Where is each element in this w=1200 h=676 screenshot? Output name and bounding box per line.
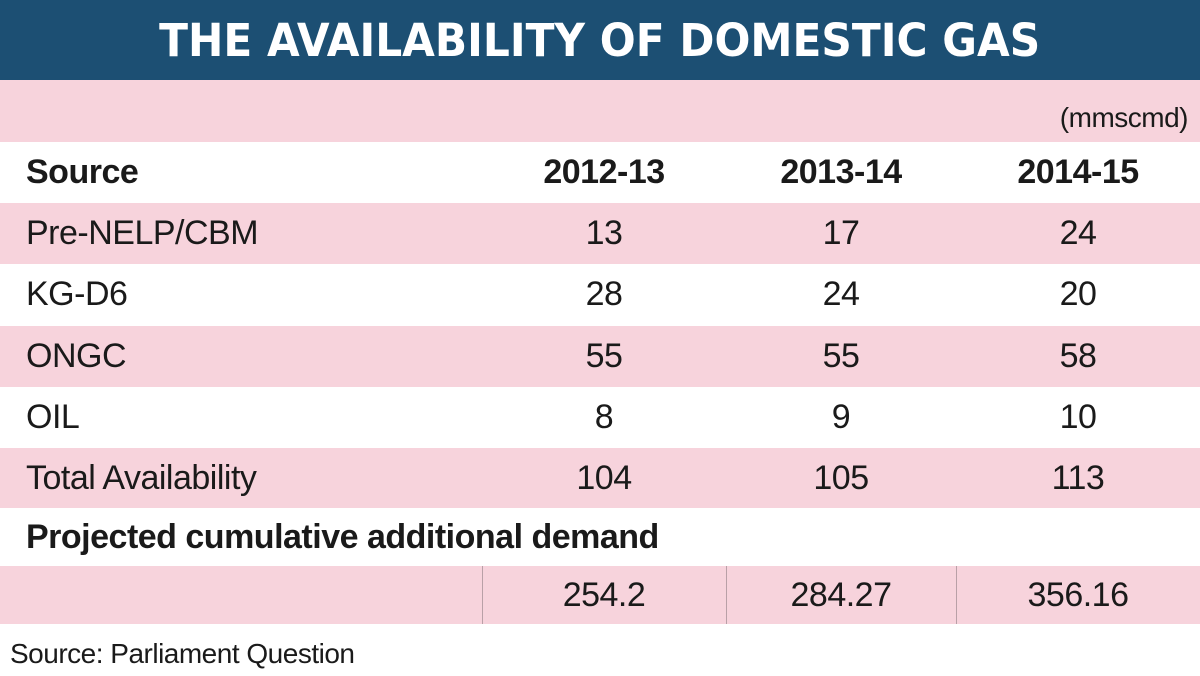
- table-cell: 28: [585, 275, 623, 314]
- row-label: ONGC: [26, 336, 127, 375]
- column-divider: [726, 566, 727, 624]
- projected-value-2012-13: 254.2: [562, 575, 646, 614]
- table-cell: 105: [813, 459, 869, 498]
- table-cell: 55: [822, 336, 860, 375]
- table-cell: 9: [831, 397, 851, 436]
- table-row: KG-D6 28 24 20: [0, 264, 1200, 326]
- table-cell: 113: [1051, 459, 1105, 498]
- projected-label: Projected cumulative additional demand: [26, 517, 659, 556]
- row-label: OIL: [26, 397, 80, 436]
- unit-label: (mmscmd): [1059, 102, 1189, 133]
- column-header: 2014-15: [1017, 153, 1139, 192]
- projected-value-2014-15: 356.16: [1027, 575, 1130, 614]
- projected-value-2013-14: 284.27: [790, 575, 893, 614]
- table-row: OIL 8 9 10: [0, 386, 1200, 448]
- column-header: Source: [26, 153, 139, 192]
- column-divider: [482, 566, 483, 624]
- row-label: Total Availability: [26, 459, 257, 498]
- title-banner: THE AVAILABILITY OF DOMESTIC GAS: [0, 0, 1200, 80]
- column-header: 2012-13: [543, 153, 665, 192]
- table-row: ONGC 55 55 58: [0, 325, 1200, 387]
- chart-title: THE AVAILABILITY OF DOMESTIC GAS: [159, 13, 1041, 67]
- table-cell: 17: [822, 214, 860, 253]
- table-cell: 24: [1059, 214, 1097, 253]
- table-cell: 24: [822, 275, 860, 314]
- table-header-row: Source 2012-13 2013-14 2014-15: [0, 142, 1200, 204]
- unit-row: (mmscmd): [0, 80, 1200, 142]
- table-row: Total Availability 104 105 113: [0, 448, 1200, 510]
- table-cell: 58: [1059, 336, 1097, 375]
- row-label: KG-D6: [26, 275, 128, 314]
- projected-title-row: Projected cumulative additional demand: [0, 508, 1200, 566]
- column-header: 2013-14: [780, 153, 902, 192]
- table-cell: 10: [1059, 397, 1097, 436]
- table-cell: 20: [1059, 275, 1097, 314]
- table-row: Pre-NELP/CBM 13 17 24: [0, 203, 1200, 265]
- table-cell: 104: [576, 459, 632, 498]
- table-cell: 8: [594, 397, 614, 436]
- projected-values-row: 254.2 284.27 356.16: [0, 566, 1200, 624]
- table-cell: 55: [585, 336, 623, 375]
- row-label: Pre-NELP/CBM: [26, 214, 259, 253]
- table-cell: 13: [585, 214, 623, 253]
- source-note: Source: Parliament Question: [10, 638, 355, 669]
- column-divider: [956, 566, 957, 624]
